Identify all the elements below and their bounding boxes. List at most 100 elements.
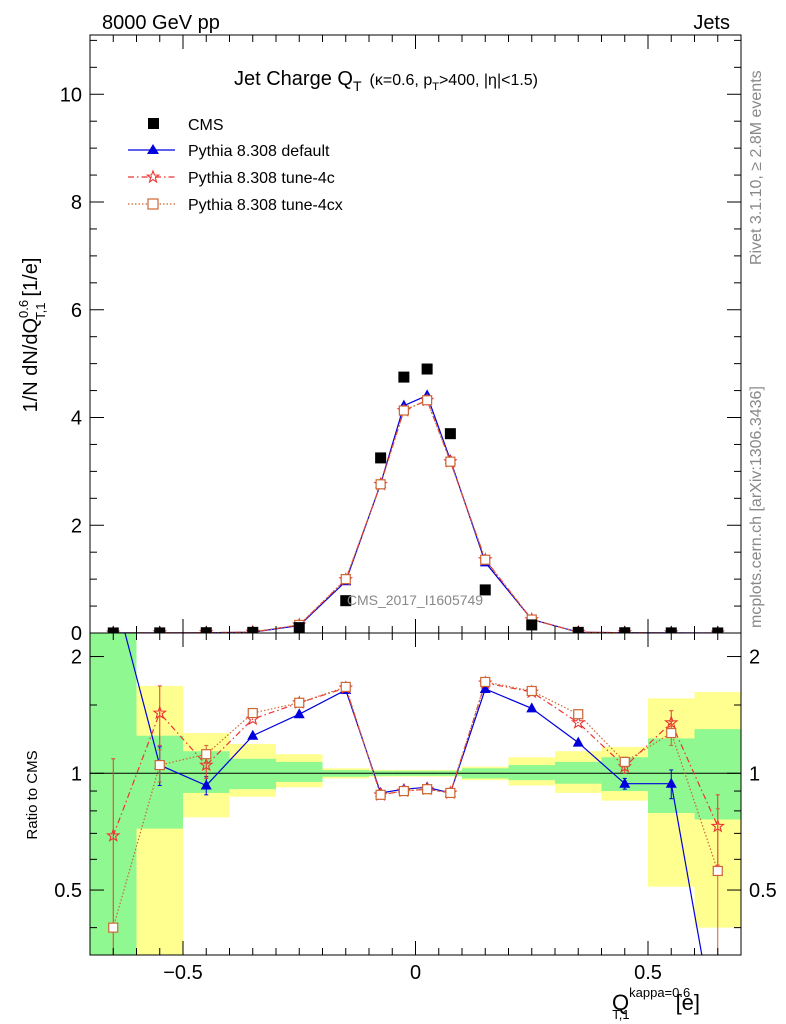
ratio-marker-default <box>247 729 259 740</box>
rivet-version-label: Rivet 3.1.10, ≥ 2.8M events <box>748 70 765 265</box>
main-marker-tune4cx <box>422 395 433 406</box>
x-axis-label-unit: [e] <box>676 990 700 1015</box>
main-y-tick-label: 10 <box>60 84 82 106</box>
ratio-line-tune4c <box>112 682 719 837</box>
ratio-y-axis: 0.5 0.5 1 1 2 2 <box>54 647 777 929</box>
ratio-marker-default <box>526 702 538 713</box>
x-axis-label: Qkappa=0.6 T,1 [e] <box>612 985 700 1022</box>
main-marker-tune4cx <box>445 456 456 467</box>
ratio-marker-tune4cx <box>422 784 433 795</box>
ratio-frame <box>89 632 742 956</box>
chart-title-detail-rest: >400, |η|<1.5) <box>439 72 538 89</box>
cms-data-point <box>526 619 538 631</box>
ratio-band-green <box>229 758 276 790</box>
analysis-watermark: CMS_2017_I1605749 <box>347 592 483 608</box>
ratio-marker-tune4cx <box>445 787 456 799</box>
ratio-marker-tune4c <box>570 715 586 729</box>
main-y-tick-label: 0 <box>71 623 82 645</box>
ratio-marker-tune4cx <box>340 681 351 693</box>
y-axis-label-text: 1/N dN/dQ <box>20 318 42 412</box>
chart-title-sub: T <box>353 78 362 94</box>
legend-marker-tune4c <box>145 169 161 184</box>
x-axis-label-sub: T,1 <box>612 1007 629 1022</box>
ratio-marker-tune4cx <box>294 697 305 708</box>
ratio-marker-tune4cx <box>154 759 165 771</box>
ratio-marker-default <box>200 779 212 790</box>
x-tick-label: 0 <box>410 962 421 984</box>
cms-data-point <box>340 595 352 607</box>
main-y-tick-label: 8 <box>71 192 82 214</box>
main-panel: 0 2 4 6 8 10 <box>60 34 742 645</box>
ratio-marker-default <box>665 777 677 788</box>
x-axis-label-sup: kappa=0.6 <box>629 985 690 1000</box>
x-axis-label-text: Q <box>612 990 629 1015</box>
ratio-band-green <box>508 765 555 781</box>
ratio-marker-tune4cx <box>526 685 537 697</box>
ratio-band-green <box>276 761 323 782</box>
cms-data-point <box>421 363 433 375</box>
legend-marker-default <box>147 144 159 154</box>
cms-data-point <box>398 371 410 383</box>
ratio-marker-tune4c <box>152 705 168 720</box>
y-axis-label-unit: [1/e] <box>20 258 42 297</box>
ratio-line-tune4cx <box>112 681 719 928</box>
legend-label-default: Pythia 8.308 default <box>188 143 330 160</box>
main-plot-area <box>90 35 741 633</box>
ratio-y-tick-label: 0.5 <box>54 880 82 902</box>
ratio-marker-tune4cx <box>480 676 491 688</box>
cms-data-point <box>444 428 456 440</box>
ratio-marker-tune4c <box>105 828 121 842</box>
chart-title: Jet Charge QT (κ=0.6, pT>400, |η|<1.5) <box>234 68 538 94</box>
ratio-marker-tune4cx <box>666 727 677 739</box>
main-y-tick-label: 6 <box>71 300 82 322</box>
legend-marker-tune4cx <box>147 198 159 210</box>
ratio-marker-tune4cx <box>712 865 723 877</box>
ratio-y-tick-label: 2 <box>71 647 82 669</box>
legend-label-tune4c: Pythia 8.308 tune-4c <box>188 170 335 187</box>
x-tick-label: 0.5 <box>634 962 662 984</box>
chart-title-text: Jet Charge Q <box>234 68 353 90</box>
ratio-markers <box>105 675 726 956</box>
ratio-marker-default <box>619 777 631 788</box>
ratio-marker-tune4cx <box>201 749 212 760</box>
ratio-line-default <box>124 633 703 955</box>
y-axis-label-sub: T,1 <box>33 303 48 320</box>
y-axis-label-sup: 0.6 <box>16 300 31 318</box>
main-y-tick-label: 2 <box>71 515 82 537</box>
ratio-panel: 0.5 0.5 1 1 2 2 −0.5 0 0.5 <box>54 632 777 984</box>
main-y-axis: 0 2 4 6 8 10 <box>60 39 741 645</box>
legend-marker-cms <box>148 118 159 129</box>
main-marker-tune4cx <box>340 574 351 585</box>
cms-data-point <box>479 584 491 596</box>
ratio-y-tick-label-right: 0.5 <box>749 880 777 902</box>
ratio-marker-tune4cx <box>398 785 409 797</box>
chart-title-detail: (κ=0.6, p <box>370 72 433 89</box>
ratio-marker-default <box>572 736 584 747</box>
chart-title-detail-sub: T <box>432 81 439 93</box>
ratio-y-tick-label-right: 2 <box>749 647 760 669</box>
legend: CMS Pythia 8.308 default Pythia 8.308 tu… <box>128 117 343 214</box>
legend-label-cms: CMS <box>188 117 224 134</box>
ratio-marker-tune4cx <box>573 709 584 720</box>
ratio-marker-tune4cx <box>375 789 386 800</box>
y-axis-label: 1/N dN/dQ0.6 T,1 [1/e] <box>16 258 48 413</box>
ratio-marker-tune4cx <box>108 922 119 933</box>
ratio-y-tick-label: 1 <box>71 763 82 785</box>
ratio-y-axis-label: Ratio to CMS <box>24 750 41 839</box>
ratio-marker-tune4c <box>199 757 214 772</box>
ratio-series-lines <box>112 633 719 955</box>
legend-label-tune4cx: Pythia 8.308 tune-4cx <box>188 197 343 214</box>
main-y-tick-label: 4 <box>71 408 82 430</box>
x-tick-label: −0.5 <box>163 962 202 984</box>
cms-data-point <box>375 452 387 464</box>
process-label: Jets <box>693 12 730 34</box>
ratio-marker-default <box>479 682 491 693</box>
x-axis: −0.5 0 0.5 <box>89 633 742 984</box>
ratio-marker-tune4cx <box>247 707 258 719</box>
ratio-y-tick-label-right: 1 <box>749 763 760 785</box>
ratio-marker-default <box>293 708 305 719</box>
source-label: mcplots.cern.ch [arXiv:1306.3436] <box>748 386 765 628</box>
ratio-marker-tune4cx <box>619 756 630 767</box>
main-marker-tune4cx <box>480 554 491 565</box>
